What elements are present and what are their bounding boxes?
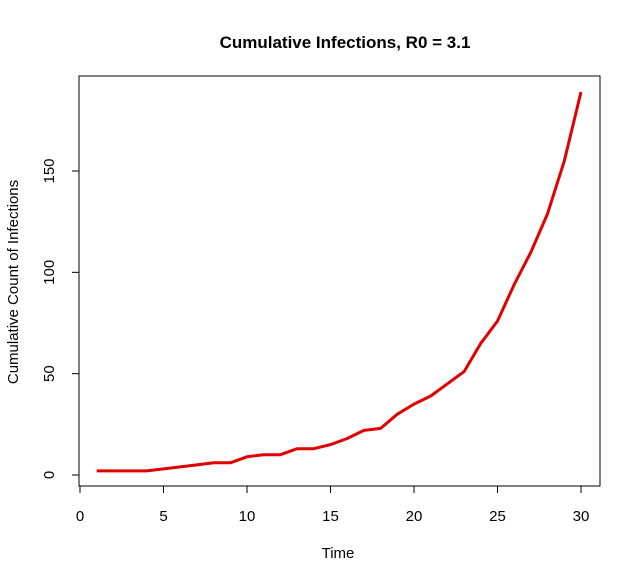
x-tick-label: 5 [159,508,167,525]
x-tick-label: 30 [573,508,590,525]
x-tick-label: 15 [322,508,339,525]
y-axis-label: Cumulative Count of Infections [5,180,22,384]
chart-title: Cumulative Infections, R0 = 3.1 [220,33,471,52]
series-line-0 [96,91,583,473]
plot-box [78,75,601,487]
y-tick-label: 0 [41,471,58,479]
x-tick-label: 25 [489,508,506,525]
x-tick-label: 0 [76,508,84,525]
series-layer [96,91,583,473]
x-tick-label: 10 [239,508,256,525]
x-tick-label: 20 [406,508,423,525]
x-axis-label: Time [322,545,355,562]
y-tick-label: 100 [41,260,58,285]
y-tick-label: 150 [41,158,58,183]
y-axis: 0 50 100 150 [41,158,80,479]
y-tick-label: 50 [41,365,58,382]
x-axis: 0 5 10 15 20 25 30 [76,485,590,525]
